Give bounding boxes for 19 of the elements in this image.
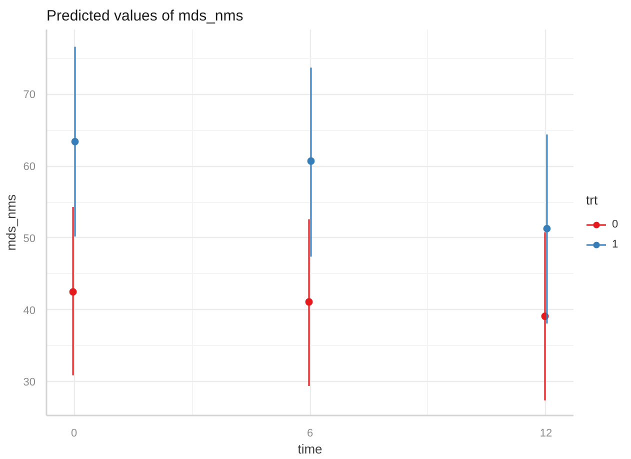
- x-axis-title: time: [298, 442, 322, 456]
- y-tick-label: 50: [23, 232, 36, 245]
- y-tick-label: 60: [23, 161, 36, 174]
- y-tick-label: 30: [23, 376, 36, 389]
- legend-label: 1: [612, 238, 620, 250]
- point: [307, 157, 315, 165]
- point: [305, 298, 313, 306]
- y-axis-title: mds_nms: [3, 194, 18, 251]
- point: [71, 138, 79, 146]
- x-tick-label: 6: [306, 428, 314, 440]
- y-tick-label: 70: [23, 89, 36, 102]
- x-tick-label: 0: [70, 428, 78, 440]
- legend-title: trt: [586, 192, 599, 208]
- x-tick-label: 12: [540, 428, 552, 440]
- chart-title: Predicted values of mds_nms: [46, 8, 244, 24]
- y-tick-label: 40: [23, 304, 36, 317]
- point: [69, 288, 77, 296]
- legend-label: 0: [612, 218, 620, 230]
- point: [543, 224, 551, 232]
